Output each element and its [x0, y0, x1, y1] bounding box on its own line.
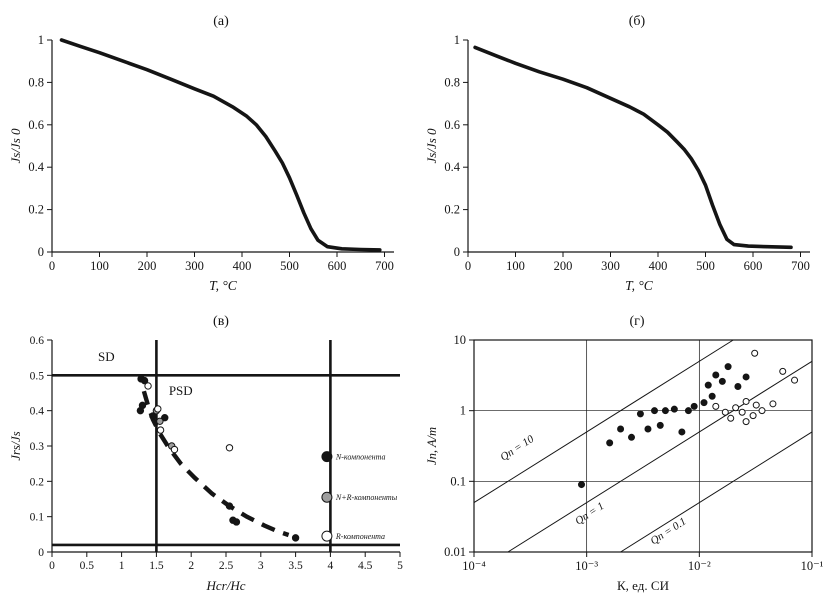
svg-text:400: 400 — [649, 259, 668, 273]
panel-c: (в) 0 0.5 1 1.5 2 2.5 3 3.5 4 4.5 5 0 0.1 0.2 0.3 0.4 0.… — [0, 300, 416, 600]
panel-a: (а) 0 100 200 300 400 500 600 700 0 0.2 0.4 0.6 0.8 1… — [0, 0, 416, 300]
svg-text:N+R-компоненты: N+R-компоненты — [335, 493, 398, 502]
svg-text:700: 700 — [791, 259, 810, 273]
svg-text:1: 1 — [454, 33, 460, 47]
panel-b-label: (б) — [628, 14, 646, 29]
svg-text:3.5: 3.5 — [288, 560, 303, 572]
svg-text:0: 0 — [38, 547, 44, 559]
svg-text:2.5: 2.5 — [219, 560, 234, 572]
svg-text:Js/Js 0: Js/Js 0 — [424, 128, 439, 164]
svg-text:T, °C: T, °C — [209, 278, 238, 293]
svg-text:2: 2 — [188, 560, 194, 572]
svg-text:0.4: 0.4 — [444, 160, 460, 174]
svg-text:R-компонента: R-компонента — [335, 532, 385, 541]
svg-text:700: 700 — [375, 259, 394, 273]
svg-text:1: 1 — [119, 560, 125, 572]
svg-text:10⁻⁴: 10⁻⁴ — [462, 559, 485, 573]
svg-text:0: 0 — [465, 259, 471, 273]
svg-text:10: 10 — [454, 333, 467, 347]
day-plot-chart: 0 0.5 1 1.5 2 2.5 3 3.5 4 4.5 5 0 0.1 0.2 0.3 0.4 0.5 0.6… — [9, 335, 403, 593]
svg-text:300: 300 — [601, 259, 620, 273]
svg-text:К, ед. СИ: К, ед. СИ — [617, 578, 669, 593]
panel-d: (г) 10⁻⁴ 10⁻³ 10⁻² 10⁻¹ 0.01 0.1 1 10 К, ед. СИ J… — [416, 300, 832, 600]
svg-text:0.8: 0.8 — [444, 75, 460, 89]
koenigsberger-chart: 10⁻⁴ 10⁻³ 10⁻² 10⁻¹ 0.01 0.1 1 10 К, ед. СИ Jn, A… — [425, 333, 824, 593]
svg-text:0.2: 0.2 — [30, 476, 45, 488]
svg-text:1.5: 1.5 — [149, 560, 164, 572]
svg-text:0.5: 0.5 — [80, 560, 95, 572]
svg-text:400: 400 — [233, 259, 252, 273]
svg-text:Jn, A/m: Jn, A/m — [425, 427, 439, 465]
svg-text:0.1: 0.1 — [30, 512, 45, 524]
svg-text:500: 500 — [696, 259, 715, 273]
svg-text:4: 4 — [328, 560, 334, 572]
svg-text:0.4: 0.4 — [28, 160, 44, 174]
svg-text:0.6: 0.6 — [444, 118, 460, 132]
svg-text:0: 0 — [38, 245, 44, 259]
svg-text:0.3: 0.3 — [30, 441, 45, 453]
svg-text:200: 200 — [138, 259, 157, 273]
svg-text:600: 600 — [744, 259, 763, 273]
svg-text:0.6: 0.6 — [30, 335, 45, 347]
svg-text:600: 600 — [328, 259, 347, 273]
svg-text:0: 0 — [49, 259, 55, 273]
svg-text:0.5: 0.5 — [30, 370, 45, 382]
svg-text:1: 1 — [460, 404, 466, 418]
panel-b: (б) 0 100 200 300 400 500 600 700 0 0.2 0.4 0.6 0.8 1… — [416, 0, 832, 300]
svg-text:Hcr/Hc: Hcr/Hc — [206, 578, 246, 593]
svg-text:SD: SD — [98, 349, 115, 364]
svg-text:10⁻³: 10⁻³ — [575, 559, 598, 573]
svg-text:200: 200 — [554, 259, 573, 273]
svg-text:500: 500 — [280, 259, 299, 273]
svg-text:100: 100 — [90, 259, 109, 273]
svg-text:0.1: 0.1 — [450, 474, 466, 488]
panel-a-label: (а) — [213, 14, 229, 29]
panel-d-label: (г) — [629, 314, 645, 329]
svg-text:3: 3 — [258, 560, 264, 572]
svg-text:N-компонента: N-компонента — [335, 453, 386, 462]
svg-text:100: 100 — [506, 259, 525, 273]
svg-text:0: 0 — [454, 245, 460, 259]
svg-text:4.5: 4.5 — [358, 560, 373, 572]
svg-text:Jrs/Js: Jrs/Js — [9, 431, 23, 460]
svg-text:0.8: 0.8 — [28, 75, 44, 89]
thermomagnetic-chart-a: 0 100 200 300 400 500 600 700 0 0.2 0.4 0.6 0.8 1 T, °… — [8, 33, 394, 293]
svg-text:300: 300 — [185, 259, 204, 273]
svg-text:0.01: 0.01 — [444, 545, 466, 559]
svg-text:10⁻²: 10⁻² — [688, 559, 711, 573]
panel-c-label: (в) — [213, 314, 229, 329]
svg-text:0.2: 0.2 — [444, 203, 460, 217]
svg-text:0.4: 0.4 — [30, 406, 45, 418]
svg-text:Qn = 1: Qn = 1 — [573, 500, 606, 527]
svg-text:T, °C: T, °C — [625, 278, 654, 293]
svg-text:5: 5 — [397, 560, 403, 572]
svg-text:0.6: 0.6 — [28, 118, 44, 132]
svg-text:Qn = 0.1: Qn = 0.1 — [648, 515, 688, 547]
svg-text:1: 1 — [38, 33, 44, 47]
svg-text:Qn = 10: Qn = 10 — [498, 433, 536, 464]
svg-text:PSD: PSD — [169, 383, 193, 398]
svg-text:0: 0 — [49, 560, 55, 572]
thermomagnetic-chart-b: 0 100 200 300 400 500 600 700 0 0.2 0.4 0.6 0.8 1 T, °… — [424, 33, 810, 293]
svg-text:Js/Js 0: Js/Js 0 — [8, 128, 23, 164]
svg-text:10⁻¹: 10⁻¹ — [801, 559, 824, 573]
svg-text:0.2: 0.2 — [28, 203, 44, 217]
